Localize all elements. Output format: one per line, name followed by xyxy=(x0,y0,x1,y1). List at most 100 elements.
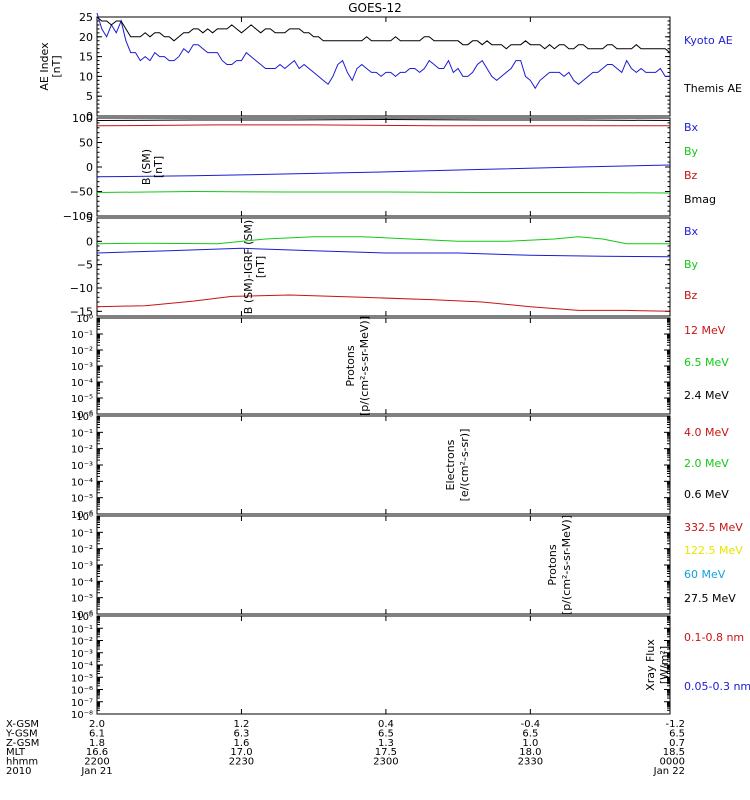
y-axis-label: Protons xyxy=(546,544,559,585)
x-axis-row-label: Y-GSM xyxy=(5,728,38,739)
y-tick-label: 10⁻³ xyxy=(71,649,93,660)
y-tick-label: −10 xyxy=(70,282,93,295)
series-line-bz xyxy=(96,124,670,127)
y-tick-label: 10⁻⁴ xyxy=(71,477,93,488)
series-line-bmag xyxy=(96,118,671,121)
y-axis-unit-label: [p/(cm²-s-sr-MeV)] xyxy=(560,515,573,615)
y-tick-label: 10⁻⁴ xyxy=(71,378,93,389)
legend-label: Kyoto AE xyxy=(684,34,733,47)
x-axis-tick-value: 2300 xyxy=(373,757,398,768)
x-axis-tick-value: Jan 22 xyxy=(653,766,685,777)
y-tick-label: 10⁻⁶ xyxy=(71,610,93,621)
y-axis-unit-label: [nT] xyxy=(254,256,267,278)
series-line-bz xyxy=(96,294,671,312)
y-axis-label: B (SM)-IGRF (SM) xyxy=(242,220,255,314)
x-axis-tick-value: 2330 xyxy=(518,757,543,768)
legend-label: 332.5 MeV xyxy=(684,521,743,534)
y-tick-label: 10⁻⁵ xyxy=(71,673,93,684)
x-axis-tick-value: 1.3 xyxy=(378,738,394,749)
y-tick-label: 10⁻⁴ xyxy=(71,661,93,672)
y-axis-label: Protons xyxy=(344,345,357,386)
y-tick-label: 0 xyxy=(86,235,93,248)
y-tick-label: 5 xyxy=(86,212,93,225)
legend-label: 12 MeV xyxy=(684,324,726,337)
y-axis-unit-label: [nT] xyxy=(152,156,165,178)
y-tick-label: 10⁻² xyxy=(71,637,93,648)
y-tick-label: 10⁻² xyxy=(71,545,93,556)
x-axis-tick-value: 6.5 xyxy=(669,728,685,739)
series-line-bx xyxy=(96,164,671,178)
y-tick-label: 100 xyxy=(72,112,93,125)
y-tick-label: −5 xyxy=(77,259,93,272)
y-tick-label: −50 xyxy=(70,186,93,199)
x-axis-tick-value: 17.5 xyxy=(375,747,397,758)
y-tick-label: 10⁻⁵ xyxy=(71,594,93,605)
y-tick-label: 10⁰ xyxy=(76,412,93,423)
y-tick-label: 10⁻⁶ xyxy=(71,510,93,521)
y-axis-label: Xray Flux xyxy=(644,639,657,691)
panel-frame xyxy=(96,16,671,117)
legend-label: Bx xyxy=(684,121,699,134)
y-tick-label: 10⁻¹ xyxy=(71,428,93,439)
y-tick-label: 10⁻¹ xyxy=(71,624,93,635)
x-axis-tick-value: -1.2 xyxy=(665,719,685,730)
y-tick-label: 20 xyxy=(79,31,93,44)
y-tick-label: 10⁻⁵ xyxy=(71,394,93,405)
y-tick-label: 10 xyxy=(79,70,93,83)
y-axis-unit-label: [p/(cm²-s-sr-MeV)] xyxy=(358,316,371,416)
legend-label: By xyxy=(684,145,699,158)
x-axis-tick-value: 17.0 xyxy=(230,747,252,758)
y-tick-label: 10⁻³ xyxy=(71,461,93,472)
legend-label: 6.5 MeV xyxy=(684,356,729,369)
y-axis-label: AE Index xyxy=(38,42,51,91)
y-tick-label: 5 xyxy=(86,90,93,103)
y-tick-label: 10⁻⁸ xyxy=(71,710,93,721)
x-axis-tick-value: 0000 xyxy=(660,757,685,768)
y-tick-label: 10⁻³ xyxy=(71,561,93,572)
legend-label: Bx xyxy=(684,225,699,238)
y-tick-label: 10⁻⁷ xyxy=(71,698,93,709)
y-tick-label: 50 xyxy=(79,137,93,150)
legend-label: Themis AE xyxy=(683,82,742,95)
y-tick-label: 10⁰ xyxy=(76,314,93,325)
y-tick-label: 10⁻¹ xyxy=(71,330,93,341)
x-axis-tick-value: 1.8 xyxy=(89,738,105,749)
y-tick-label: −100 xyxy=(63,210,93,223)
y-axis-unit-label: [e/(cm²-s-sr)] xyxy=(458,429,471,502)
x-axis-row-label: MLT xyxy=(6,747,26,758)
legend-label: Bz xyxy=(684,289,698,302)
legend-label: 0.1-0.8 nm xyxy=(684,631,744,644)
series-line-bx xyxy=(96,247,671,258)
series-line-by xyxy=(96,236,670,245)
legend-label: 0.05-0.3 nm xyxy=(684,680,750,693)
x-axis-row-label: hhmm xyxy=(6,757,38,768)
legend-label: 0.6 MeV xyxy=(684,488,729,501)
legend-label: Bmag xyxy=(684,193,716,206)
x-axis-tick-value: 16.6 xyxy=(86,747,108,758)
legend-label: By xyxy=(684,258,699,271)
panel-frame xyxy=(96,415,671,515)
y-tick-label: 0 xyxy=(86,161,93,174)
x-axis-row-label: 2010 xyxy=(6,766,31,777)
y-tick-label: 10⁰ xyxy=(76,512,93,523)
y-axis-unit-label: [W/m²] xyxy=(658,646,671,684)
legend-label: 122.5 MeV xyxy=(684,544,743,557)
y-tick-label: 15 xyxy=(79,51,93,64)
x-axis-tick-value: 2230 xyxy=(229,757,254,768)
legend-label: 4.0 MeV xyxy=(684,426,729,439)
panel-frame xyxy=(96,615,671,715)
legend-label: 2.4 MeV xyxy=(684,389,729,402)
series-line-by xyxy=(96,190,671,194)
y-tick-label: 25 xyxy=(79,11,93,24)
y-axis-label: B (SM) xyxy=(140,149,153,185)
legend-label: 27.5 MeV xyxy=(684,592,736,605)
x-axis-tick-value: 0.4 xyxy=(378,719,394,730)
x-axis-tick-value: 6.1 xyxy=(89,728,105,739)
legend-label: 2.0 MeV xyxy=(684,457,729,470)
panel-frame xyxy=(96,515,671,615)
x-axis-tick-value: 6.5 xyxy=(522,728,538,739)
x-axis-tick-value: -0.4 xyxy=(521,719,541,730)
x-axis-row-label: Z-GSM xyxy=(6,738,39,749)
x-axis-tick-value: 18.5 xyxy=(663,747,685,758)
y-axis-label: Electrons xyxy=(444,439,457,490)
